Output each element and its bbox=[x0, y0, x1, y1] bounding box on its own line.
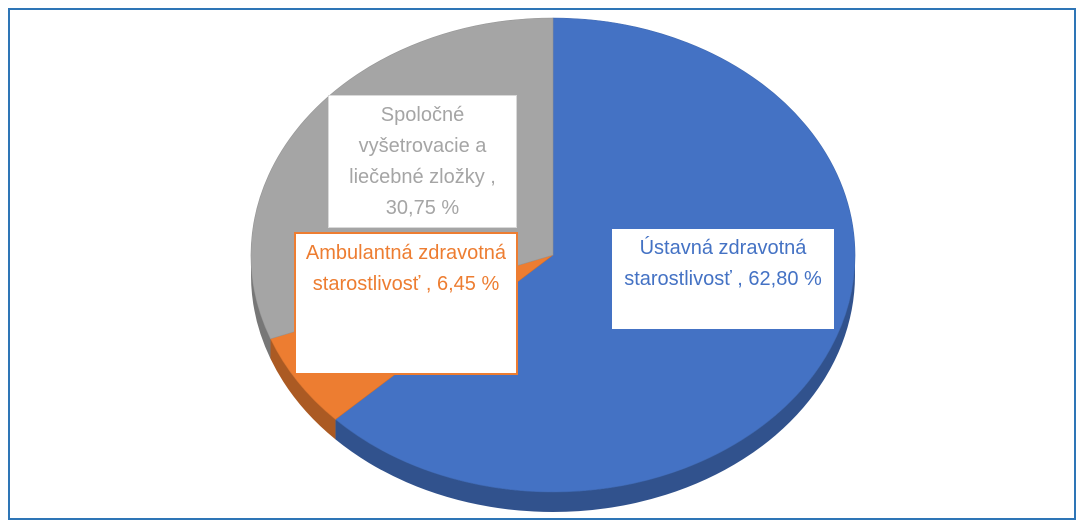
data-label: Spoločné vyšetrovacie a liečebné zložky … bbox=[328, 95, 517, 228]
slice-side bbox=[251, 255, 271, 359]
data-label: Ústavná zdravotná starostlivosť , 62,80 … bbox=[611, 228, 835, 330]
slice-side bbox=[270, 338, 336, 440]
data-label: Ambulantná zdravotná starostlivosť , 6,4… bbox=[294, 232, 518, 375]
chart-frame bbox=[8, 8, 1076, 520]
